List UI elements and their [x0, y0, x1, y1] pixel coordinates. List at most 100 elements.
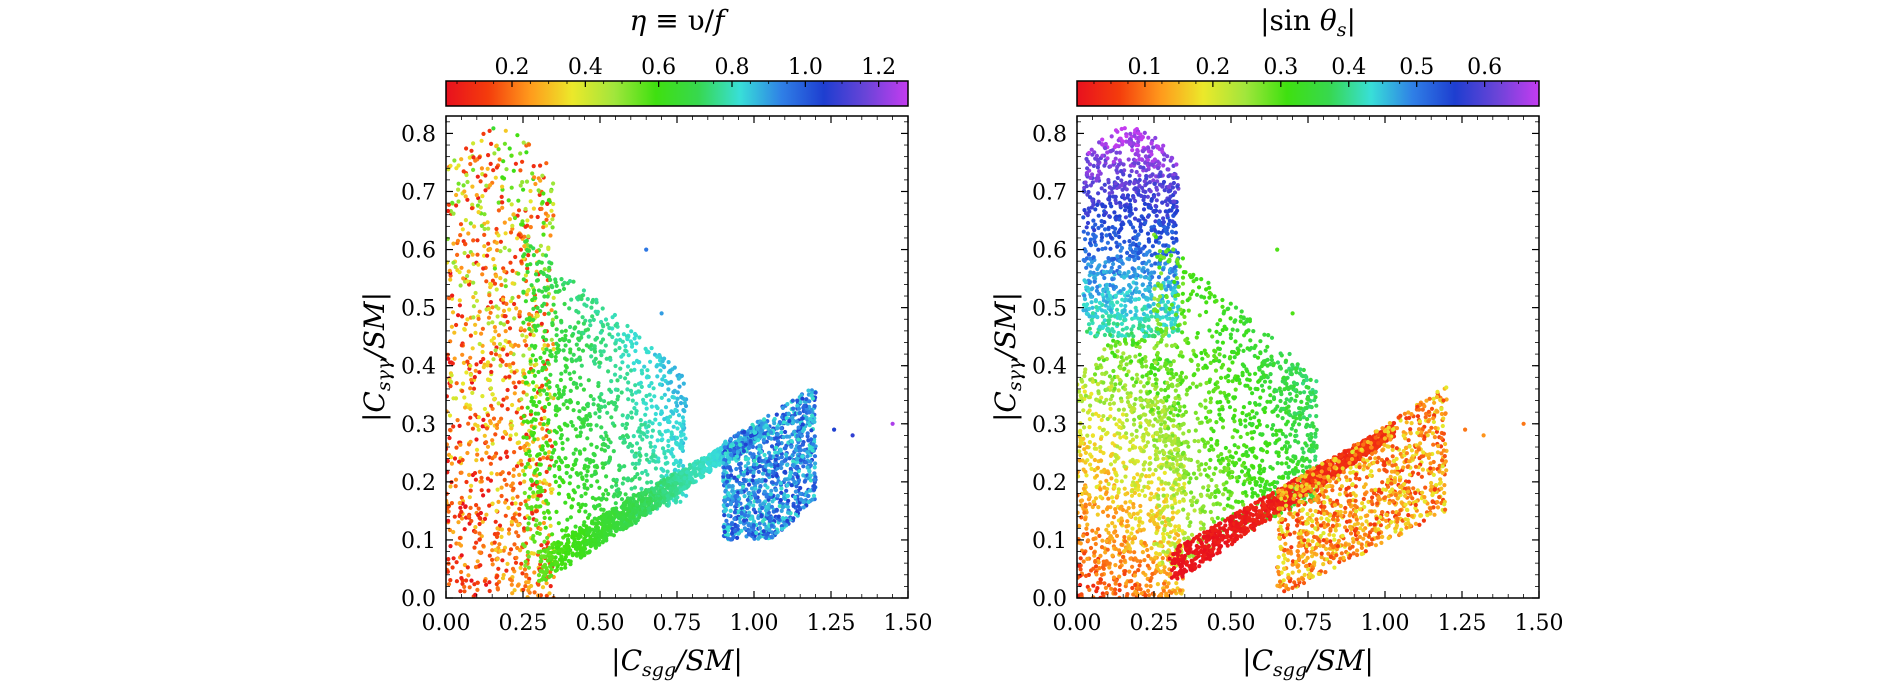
scatter-point: [458, 442, 463, 447]
scatter-point: [571, 408, 576, 413]
scatter-point: [469, 148, 474, 153]
scatter-point: [678, 401, 684, 406]
scatter-point: [507, 551, 512, 556]
scatter-point: [629, 344, 635, 349]
scatter-point: [779, 465, 784, 471]
scatter-point: [648, 359, 653, 364]
scatter-point: [554, 315, 559, 320]
scatter-point: [727, 456, 733, 462]
scatter-point: [684, 493, 689, 498]
scatter-point: [508, 230, 514, 235]
scatter-point: [503, 450, 509, 455]
scatter-point: [601, 349, 606, 354]
scatter-point: [1096, 247, 1101, 252]
scatter-point: [450, 361, 455, 366]
scatter-point: [520, 542, 526, 547]
scatter-point: [642, 490, 647, 495]
scatter-point: [786, 411, 791, 416]
scatter-point: [563, 500, 568, 505]
scatter-point: [797, 411, 802, 416]
scatter-point: [538, 178, 543, 183]
scatter-point: [448, 484, 453, 489]
scatter-point: [550, 450, 556, 455]
scatter-point: [493, 519, 498, 524]
scatter-point: [531, 306, 536, 311]
scatter-point: [629, 486, 634, 491]
scatter-point: [743, 457, 748, 462]
scatter-point: [520, 333, 525, 338]
scatter-point: [514, 432, 519, 437]
scatter-point: [741, 484, 746, 489]
scatter-point: [500, 205, 505, 210]
scatter-point: [642, 432, 647, 437]
scatter-point: [490, 562, 495, 567]
scatter-point: [464, 479, 469, 485]
scatter-point: [492, 454, 497, 459]
scatter-point: [800, 416, 805, 421]
scatter-point: [463, 241, 468, 247]
scatter-point: [586, 378, 591, 383]
scatter-point: [547, 450, 552, 455]
scatter-point: [456, 187, 461, 192]
scatter-point: [478, 550, 483, 556]
scatter-point: [807, 468, 812, 473]
scatter-point: [541, 225, 546, 230]
scatter-point: [1085, 329, 1090, 334]
scatter-point: [764, 508, 769, 513]
scatter-point: [550, 217, 555, 222]
scatter-point: [541, 388, 547, 393]
scatter-point: [581, 387, 587, 392]
scatter-point: [599, 507, 604, 512]
scatter-point: [462, 189, 467, 194]
scatter-point: [541, 510, 547, 515]
scatter-point: [496, 499, 501, 504]
scatter-point: [808, 459, 813, 464]
scatter-point: [757, 526, 763, 531]
scatter-point: [542, 415, 547, 420]
scatter-point: [657, 354, 662, 359]
scatter-point: [538, 355, 543, 360]
scatter-point: [527, 494, 532, 499]
scatter-point: [600, 337, 606, 342]
scatter-point: [662, 496, 667, 501]
scatter-point: [658, 368, 663, 373]
scatter-point: [774, 445, 779, 450]
scatter-point: [511, 450, 517, 455]
scatter-point: [526, 579, 531, 585]
scatter-point: [463, 322, 468, 327]
scatter-point: [769, 534, 774, 540]
scatter-point: [562, 385, 567, 390]
scatter-point: [459, 516, 465, 521]
scatter-point: [802, 479, 807, 484]
scatter-point: [625, 415, 630, 420]
scatter-point: [543, 376, 549, 381]
scatter-point: [758, 484, 763, 489]
scatter-point: [647, 506, 652, 511]
scatter-point: [634, 409, 639, 414]
scatter-point: [503, 329, 508, 334]
scatter-point: [545, 273, 550, 279]
scatter-point: [581, 321, 587, 326]
scatter-point: [639, 384, 644, 389]
scatter-point: [594, 517, 600, 522]
scatter-point: [504, 395, 509, 400]
scatter-point: [565, 517, 570, 522]
scatter-point: [468, 505, 473, 510]
scatter-point: [499, 282, 504, 288]
scatter-point: [540, 383, 545, 388]
scatter-point: [491, 336, 496, 341]
scatter-point: [453, 484, 458, 489]
scatter-point: [812, 419, 817, 424]
scatter-point: [547, 591, 552, 596]
scatter-point: [778, 498, 783, 503]
scatter-point: [457, 500, 462, 506]
scatter-point: [604, 497, 609, 502]
scatter-point: [645, 368, 650, 373]
scatter-point: [446, 356, 451, 361]
scatter-point: [618, 521, 623, 526]
scatter-point: [742, 494, 747, 499]
scatter-point: [605, 322, 610, 327]
scatter-point: [643, 346, 648, 351]
scatter-point: [739, 528, 744, 533]
scatter-point: [721, 524, 726, 530]
